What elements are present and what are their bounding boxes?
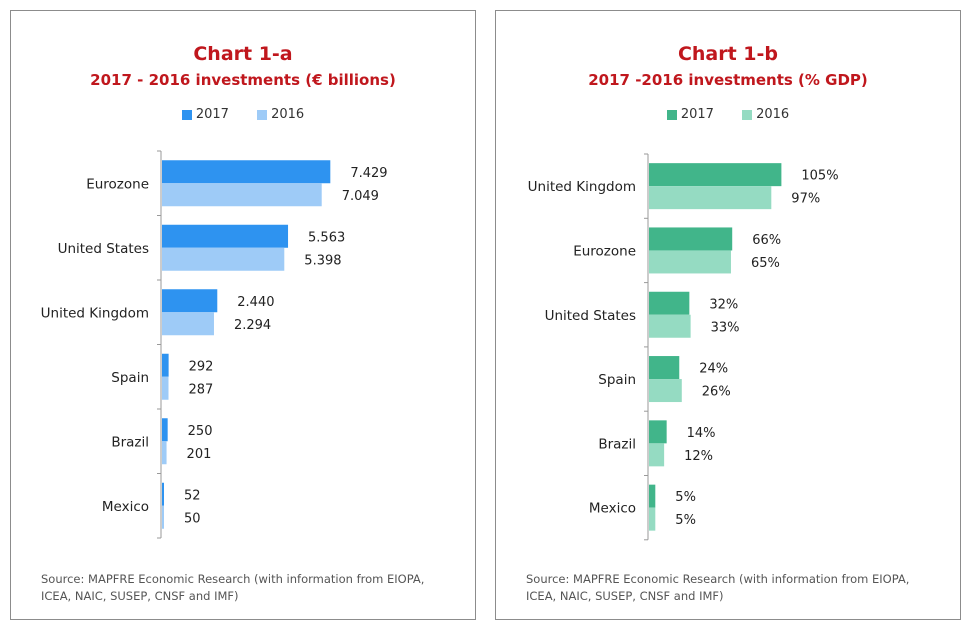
category-label: Eurozone — [573, 243, 636, 259]
chart-legend: 2017 2016 — [11, 107, 475, 122]
legend-swatch-2016 — [257, 109, 268, 120]
bar-2016 — [162, 505, 164, 529]
data-label: 32% — [709, 297, 738, 312]
bar-2017 — [162, 224, 289, 248]
chart-subtitle: 2017 -2016 investments (% GDP) — [588, 71, 868, 89]
data-label: 33% — [711, 320, 740, 335]
bar-2017 — [649, 356, 680, 380]
bar-2017 — [649, 163, 782, 187]
legend-item-2016: 2016 — [257, 107, 304, 122]
category-label: United States — [58, 241, 149, 257]
bar-2017 — [649, 420, 667, 444]
bar-2016 — [162, 441, 167, 465]
data-label: 292 — [189, 359, 214, 374]
bar-2016 — [649, 314, 691, 338]
bar-2016 — [649, 250, 731, 274]
legend-label: 2017 — [195, 107, 229, 122]
bar-2016 — [162, 247, 285, 271]
category-label: Mexico — [102, 499, 149, 515]
bar-2016 — [649, 443, 665, 467]
category-label: United States — [545, 308, 636, 324]
chart-1b-panel: Chart 1-b 2017 -2016 investments (% GDP)… — [495, 10, 961, 620]
bar-2016 — [162, 183, 322, 207]
data-label: 2.440 — [237, 295, 274, 310]
category-label: United Kingdom — [41, 305, 149, 321]
legend-item-2017: 2017 — [666, 107, 714, 122]
bar-2017 — [649, 227, 733, 251]
legend-swatch-2016 — [742, 109, 753, 120]
bar-2017 — [649, 484, 656, 508]
bar-2017 — [162, 160, 331, 184]
source-note: Source: MAPFRE Economic Research (with i… — [526, 572, 910, 603]
bar-2016 — [649, 507, 656, 531]
category-label: Eurozone — [86, 176, 149, 192]
legend-label: 2017 — [680, 107, 714, 122]
legend-swatch-2017 — [666, 109, 677, 120]
category-label: Spain — [598, 372, 636, 388]
data-label: 14% — [687, 426, 716, 441]
data-label: 24% — [699, 362, 728, 377]
legend-swatch-2017 — [181, 109, 192, 120]
category-label: Mexico — [589, 501, 636, 517]
legend-label: 2016 — [756, 107, 790, 122]
data-label: 65% — [751, 256, 780, 271]
data-label: 287 — [189, 382, 214, 397]
data-label: 26% — [702, 385, 731, 400]
data-label: 52 — [184, 488, 201, 503]
bar-2017 — [649, 291, 690, 315]
data-label: 201 — [187, 447, 212, 462]
chart-legend: 2017 2016 — [496, 107, 960, 122]
bar-2016 — [649, 379, 682, 403]
data-label: 97% — [791, 192, 820, 207]
legend-item-2016: 2016 — [742, 107, 789, 122]
chart-title: Chart 1-b — [677, 43, 779, 65]
data-label: 250 — [188, 424, 213, 439]
data-label: 5% — [675, 513, 696, 528]
data-label: 5.563 — [308, 230, 345, 245]
chart-1a-panel: Chart 1-a 2017 - 2016 investments (€ bil… — [10, 10, 476, 620]
data-label: 50 — [184, 511, 201, 526]
bar-2017 — [162, 418, 168, 442]
data-label: 5.398 — [304, 253, 341, 268]
data-label: 2.294 — [234, 318, 271, 333]
legend-label: 2016 — [271, 107, 305, 122]
bar-2016 — [649, 186, 772, 210]
bar-2017 — [162, 353, 169, 377]
category-label: United Kingdom — [528, 179, 636, 195]
data-label: 5% — [675, 490, 696, 505]
legend-item-2017: 2017 — [181, 107, 229, 122]
bar-chart-svg: Eurozone 7.429 7.049 United States 5.563 5.39… — [41, 150, 388, 539]
bar-chart-svg: United Kingdom 105% 97% Eurozone 66% 65% Unite… — [528, 153, 839, 541]
bar-2017 — [162, 482, 164, 506]
category-label: Brazil — [598, 436, 636, 452]
data-label: 7.429 — [350, 166, 387, 181]
data-label: 66% — [752, 233, 781, 248]
chart-title: Chart 1-a — [193, 43, 293, 65]
data-label: 7.049 — [342, 189, 379, 204]
data-label: 12% — [684, 449, 713, 464]
data-label: 105% — [801, 169, 838, 184]
category-label: Brazil — [111, 434, 149, 450]
bar-2016 — [162, 376, 169, 400]
source-note: Source: MAPFRE Economic Research (with i… — [41, 572, 425, 603]
bar-2016 — [162, 312, 214, 336]
chart-subtitle: 2017 - 2016 investments (€ billions) — [90, 71, 396, 89]
bar-2017 — [162, 289, 218, 313]
category-label: Spain — [111, 370, 149, 386]
